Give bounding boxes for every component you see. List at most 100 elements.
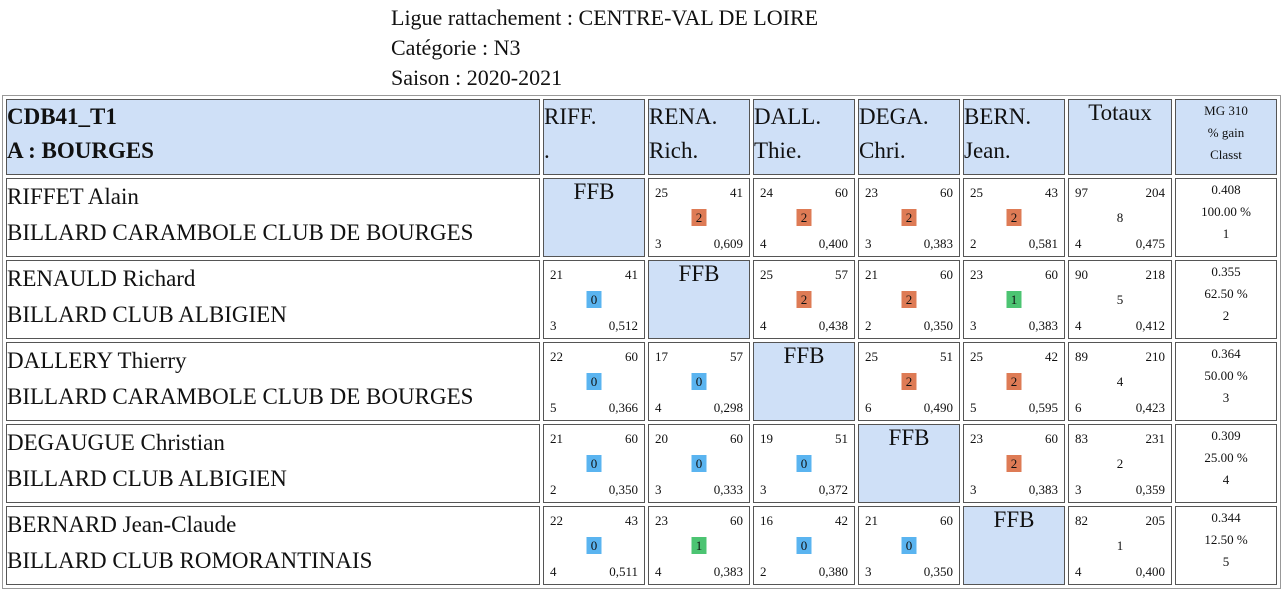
match-points: 25 [655, 185, 668, 200]
gain-percent: 12.50 % [1204, 532, 1248, 547]
match-serie: 4 [655, 564, 662, 579]
match-reprises: 57 [835, 267, 848, 282]
match-reprises: 60 [625, 431, 638, 446]
match-moyenne: 0,581 [1028, 236, 1058, 251]
match-points: 22 [550, 513, 563, 528]
player-club: BILLARD CLUB ALBIGIEN [7, 466, 287, 491]
match-reprises: 60 [940, 185, 953, 200]
mg-value: 0.408 [1211, 182, 1241, 197]
classement: 1 [1222, 226, 1230, 241]
match-serie: 2 [865, 318, 872, 333]
match-result-cell: 25 51 6 0,490 2 [858, 342, 960, 421]
match-moyenne: 0,383 [1028, 318, 1058, 333]
match-result-cell: 23 60 4 0,383 1 [648, 506, 750, 585]
match-moyenne: 0,350 [608, 482, 638, 497]
total-moyenne: 0,423 [1135, 400, 1165, 415]
match-serie: 3 [865, 564, 872, 579]
match-reprises: 60 [940, 267, 953, 282]
column-header-l2: . [544, 138, 550, 163]
total-reprises: 218 [1145, 267, 1166, 282]
match-result-cell: 25 42 5 0,595 2 [963, 342, 1065, 421]
poule-name: A : BOURGES [7, 138, 154, 163]
match-points: 25 [970, 185, 983, 200]
player-club: BILLARD CLUB ALBIGIEN [7, 302, 287, 327]
match-moyenne: 0,333 [713, 482, 743, 497]
total-points: 82 [1075, 513, 1088, 528]
match-serie: 2 [970, 236, 977, 251]
player-name: BERNARD Jean-Claude [7, 512, 237, 537]
column-header-bern: BERN. Jean. [963, 99, 1065, 175]
mg-value: 0.344 [1211, 510, 1241, 525]
match-serie: 3 [970, 482, 977, 497]
match-result-cell: 24 60 4 0,400 2 [753, 178, 855, 257]
match-moyenne: 0,595 [1028, 400, 1058, 415]
total-moyenne: 0,359 [1135, 482, 1165, 497]
match-points: 24 [760, 185, 773, 200]
totals-header: Totaux [1068, 99, 1172, 175]
page-header: Ligue rattachement : CENTRE-VAL DE LOIRE… [391, 3, 818, 93]
total-reprises: 231 [1145, 431, 1166, 446]
totals-cell: 97 204 4 0,475 8 [1068, 178, 1172, 257]
self-match-cell: FFB [648, 260, 750, 339]
match-moyenne: 0,383 [923, 236, 953, 251]
match-points-badge: 0 [586, 291, 602, 308]
match-reprises: 60 [730, 431, 743, 446]
total-match-points: 1 [1116, 538, 1124, 553]
match-points: 23 [655, 513, 668, 528]
match-moyenne: 0,383 [1028, 482, 1058, 497]
match-points-badge: 2 [796, 209, 812, 226]
player-cell: BERNARD Jean-Claude BILLARD CLUB ROMORANT… [6, 506, 540, 585]
match-result-cell: 21 41 3 0,512 0 [543, 260, 645, 339]
match-points-badge: 0 [796, 455, 812, 472]
total-match-points: 8 [1116, 210, 1124, 225]
total-points: 89 [1075, 349, 1088, 364]
match-serie: 3 [865, 236, 872, 251]
match-serie: 4 [760, 236, 767, 251]
match-serie: 4 [550, 564, 557, 579]
mg-cell: 0.309 25.00 % 4 [1175, 424, 1277, 503]
match-moyenne: 0,511 [609, 564, 638, 579]
match-moyenne: 0,512 [608, 318, 638, 333]
match-points-badge: 0 [796, 537, 812, 554]
totals-cell: 90 218 4 0,412 5 [1068, 260, 1172, 339]
player-name: DEGAUGUE Christian [7, 430, 225, 455]
match-points: 23 [970, 431, 983, 446]
total-reprises: 204 [1145, 185, 1166, 200]
total-points: 90 [1075, 267, 1088, 282]
player-cell: RIFFET Alain BILLARD CARAMBOLE CLUB DE BO… [6, 178, 540, 257]
match-moyenne: 0,383 [713, 564, 743, 579]
match-points: 23 [865, 185, 878, 200]
match-points-badge: 1 [691, 537, 707, 554]
match-points-badge: 2 [1006, 209, 1022, 226]
match-points: 21 [550, 431, 563, 446]
match-reprises: 41 [625, 267, 638, 282]
match-points-badge: 2 [901, 291, 917, 308]
mg-value: 0.364 [1211, 346, 1241, 361]
match-reprises: 43 [625, 513, 638, 528]
match-points-badge: 2 [901, 373, 917, 390]
player-club: BILLARD CLUB ROMORANTINAIS [7, 548, 373, 573]
match-reprises: 51 [835, 431, 848, 446]
match-points: 25 [760, 267, 773, 282]
column-header-dall: DALL. Thie. [753, 99, 855, 175]
column-header-l1: RENA. [649, 104, 718, 129]
match-reprises: 57 [730, 349, 743, 364]
column-header-l2: Rich. [649, 138, 699, 163]
match-result-cell: 21 60 3 0,350 0 [858, 506, 960, 585]
total-serie: 4 [1075, 236, 1082, 251]
player-row: BERNARD Jean-Claude BILLARD CLUB ROMORANT… [6, 506, 1277, 585]
column-header-l2: Chri. [859, 138, 906, 163]
match-reprises: 42 [1045, 349, 1058, 364]
mg-header: MG 310 % gain Classt [1175, 99, 1277, 175]
match-points-badge: 2 [901, 209, 917, 226]
match-points-badge: 0 [586, 537, 602, 554]
column-header-l2: Jean. [964, 138, 1011, 163]
match-points: 17 [655, 349, 668, 364]
player-name: DALLERY Thierry [7, 348, 187, 373]
mg-value: 0.355 [1211, 264, 1241, 279]
match-reprises: 51 [940, 349, 953, 364]
match-points: 21 [865, 267, 878, 282]
match-reprises: 42 [835, 513, 848, 528]
poule-title: CDB41_T1 A : BOURGES [6, 99, 540, 175]
player-row: RENAULD Richard BILLARD CLUB ALBIGIEN 21 41… [6, 260, 1277, 339]
